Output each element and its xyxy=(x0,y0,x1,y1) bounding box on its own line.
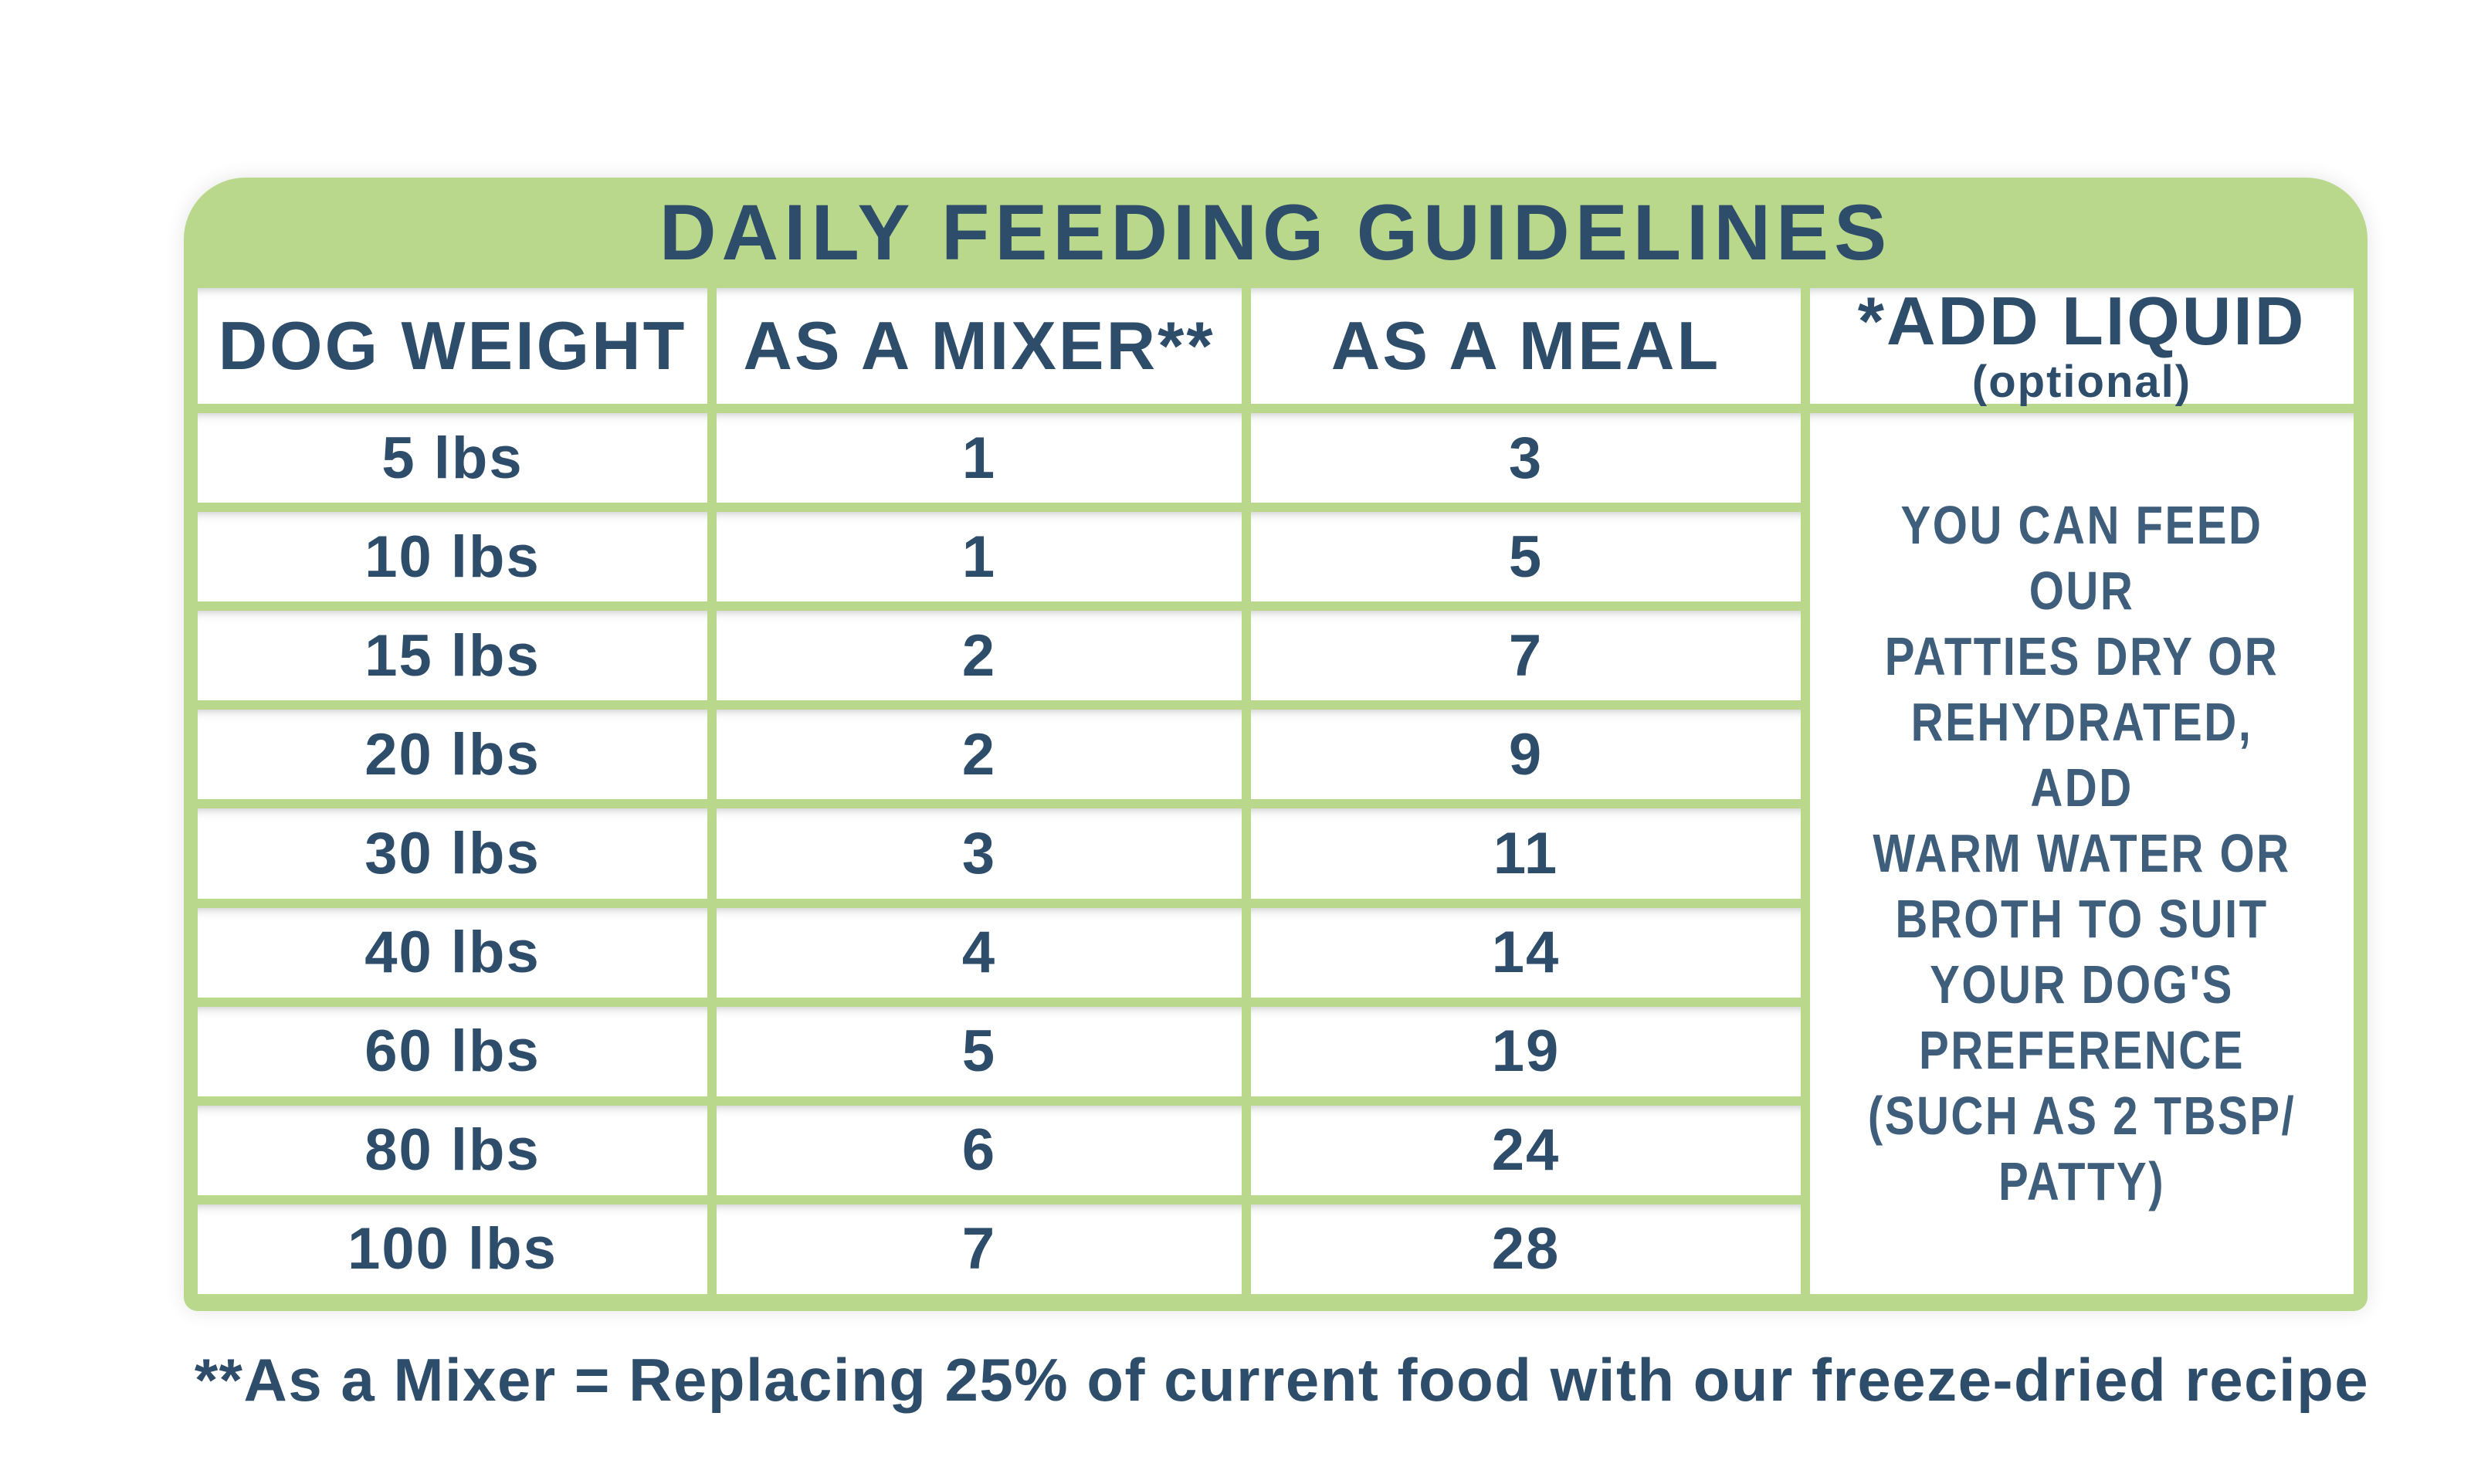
add-liquid-note-text: YOU CAN FEED OUR PATTIES DRY OR REHYDRAT… xyxy=(1867,495,2296,1211)
mixer-cell: 4 xyxy=(717,907,1242,998)
weight-cell: 100 lbs xyxy=(198,1204,707,1294)
weight-cell: 60 lbs xyxy=(198,1006,707,1096)
meal-cell: 14 xyxy=(1251,907,1801,998)
meal-cell: 3 xyxy=(1251,413,1801,503)
mixer-cell: 3 xyxy=(717,808,1242,899)
feeding-guidelines-card: DAILY FEEDING GUIDELINES DOG WEIGHT AS A… xyxy=(184,178,2368,1311)
column-header-add-liquid: *ADD LIQUID (optional) xyxy=(1810,287,2354,407)
mixer-cell: 7 xyxy=(717,1204,1242,1294)
weight-cell: 10 lbs xyxy=(198,512,707,602)
mixer-cell: 5 xyxy=(717,1006,1242,1096)
weight-cell: 80 lbs xyxy=(198,1105,707,1195)
weight-cell: 20 lbs xyxy=(198,710,707,800)
meal-cell: 9 xyxy=(1251,710,1801,800)
weight-cell: 40 lbs xyxy=(198,907,707,998)
meal-cell: 11 xyxy=(1251,808,1801,899)
meal-cell: 28 xyxy=(1251,1204,1801,1294)
column-header-dog-weight: DOG WEIGHT xyxy=(198,288,707,404)
mixer-definition-footnote: **As a Mixer = Replacing 25% of current … xyxy=(194,1346,2370,1414)
meal-cell: 19 xyxy=(1251,1006,1801,1096)
feeding-table: DOG WEIGHT AS A MIXER** AS A MEAL *ADD L… xyxy=(198,287,2354,1294)
column-header-as-a-meal: AS A MEAL xyxy=(1251,288,1801,404)
mixer-cell: 2 xyxy=(717,710,1242,800)
mixer-cell: 1 xyxy=(717,413,1242,503)
meal-cell: 5 xyxy=(1251,512,1801,602)
weight-cell: 15 lbs xyxy=(198,611,707,701)
column-header-as-a-mixer: AS A MIXER** xyxy=(717,288,1242,404)
title-bar: DAILY FEEDING GUIDELINES xyxy=(184,178,2368,288)
weight-cell: 5 lbs xyxy=(198,413,707,503)
add-liquid-note-cell: YOU CAN FEED OUR PATTIES DRY OR REHYDRAT… xyxy=(1810,413,2354,1294)
mixer-cell: 1 xyxy=(717,512,1242,602)
mixer-cell: 6 xyxy=(717,1105,1242,1195)
weight-cell: 30 lbs xyxy=(198,808,707,899)
mixer-cell: 2 xyxy=(717,611,1242,701)
meal-cell: 7 xyxy=(1251,611,1801,701)
add-liquid-optional-label: (optional) xyxy=(1971,357,2192,407)
page-title: DAILY FEEDING GUIDELINES xyxy=(659,188,1893,276)
meal-cell: 24 xyxy=(1251,1105,1801,1195)
